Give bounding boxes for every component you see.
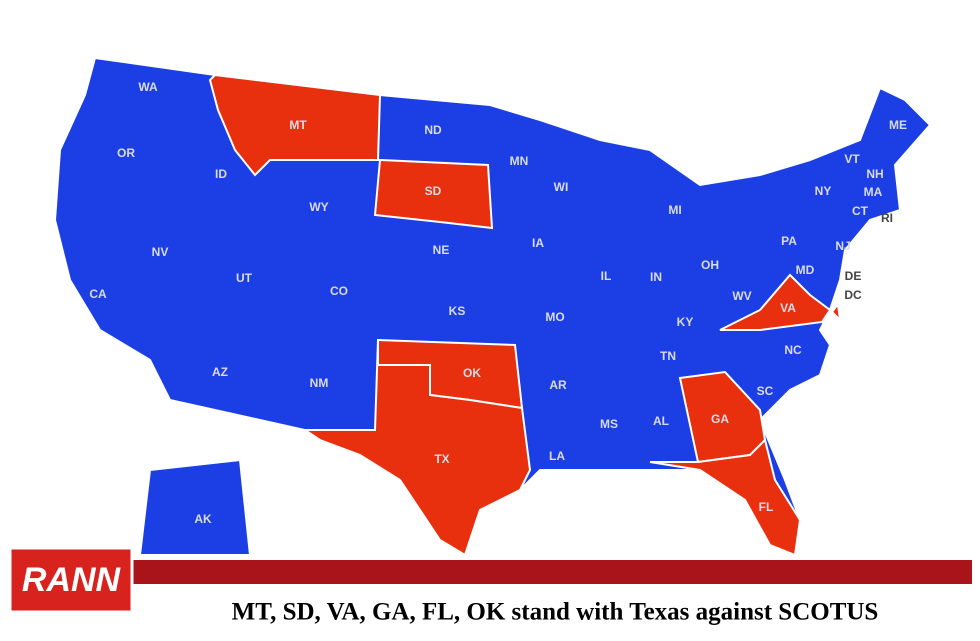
state-label: WA [138, 80, 158, 94]
state-label: TN [660, 349, 676, 363]
state-label: MN [510, 154, 529, 168]
state-label: SD [425, 184, 442, 198]
state-label: IA [532, 236, 544, 250]
state-label: LA [549, 449, 565, 463]
state-label: TX [434, 452, 449, 466]
state-label: NJ [835, 239, 850, 253]
state-label: NY [815, 184, 832, 198]
state-label: UT [236, 271, 253, 285]
state-label: CA [89, 287, 107, 301]
state-label: MT [289, 118, 307, 132]
state-label: VA [780, 301, 796, 315]
state-shape [830, 301, 842, 323]
state-label: AK [194, 512, 212, 526]
banner-bar [130, 560, 972, 584]
state-label: CO [330, 284, 348, 298]
state-label: AL [653, 414, 669, 428]
state-label: PA [781, 234, 797, 248]
caption: MT, SD, VA, GA, FL, OK stand with Texas … [232, 599, 879, 626]
state-label: ID [215, 167, 227, 181]
state-label: NV [152, 245, 169, 259]
states: WA OR CA NV ID MT WY UT AZ CO NM ND SD NE KS OK TX MN IA MO… [89, 73, 907, 557]
state-label: MA [864, 185, 883, 199]
state-label: OR [117, 146, 135, 160]
state-label: IL [601, 269, 612, 283]
state-label: RI [881, 211, 893, 225]
state-shape [301, 339, 532, 557]
state-label: GA [711, 412, 729, 426]
state-label: NM [310, 376, 329, 390]
logo: RANN [22, 561, 122, 599]
state-label: AZ [212, 365, 228, 379]
state-label: DC [844, 288, 862, 302]
state-shape [649, 438, 802, 557]
state-label: NH [866, 167, 883, 181]
logo-box [8, 546, 134, 614]
state-shape [208, 73, 382, 177]
state-shape [373, 158, 494, 230]
state-label: CT [852, 204, 869, 218]
state-label: KY [677, 315, 694, 329]
state-label: VT [844, 152, 860, 166]
state-label: IN [650, 270, 662, 284]
state-label: ND [424, 123, 442, 137]
state-label: WV [732, 289, 751, 303]
state-label: OH [701, 258, 719, 272]
state-label: NE [433, 243, 450, 257]
alaska-shape [138, 458, 252, 556]
state-label: NC [784, 343, 802, 357]
state-label: OK [463, 366, 481, 380]
state-label: WY [309, 200, 328, 214]
state-label: MO [545, 310, 564, 324]
state-label: WI [554, 180, 569, 194]
state-label: MS [600, 417, 618, 431]
state-label: AR [549, 378, 567, 392]
state-label: FL [759, 500, 774, 514]
state-label: MI [668, 203, 681, 217]
state-label: ME [889, 118, 907, 132]
state-label: KS [449, 304, 466, 318]
state-label: MD [796, 263, 815, 277]
caption-strip [0, 584, 980, 641]
state-shape [719, 273, 832, 331]
state-label: DE [845, 269, 862, 283]
state-label: SC [757, 384, 774, 398]
